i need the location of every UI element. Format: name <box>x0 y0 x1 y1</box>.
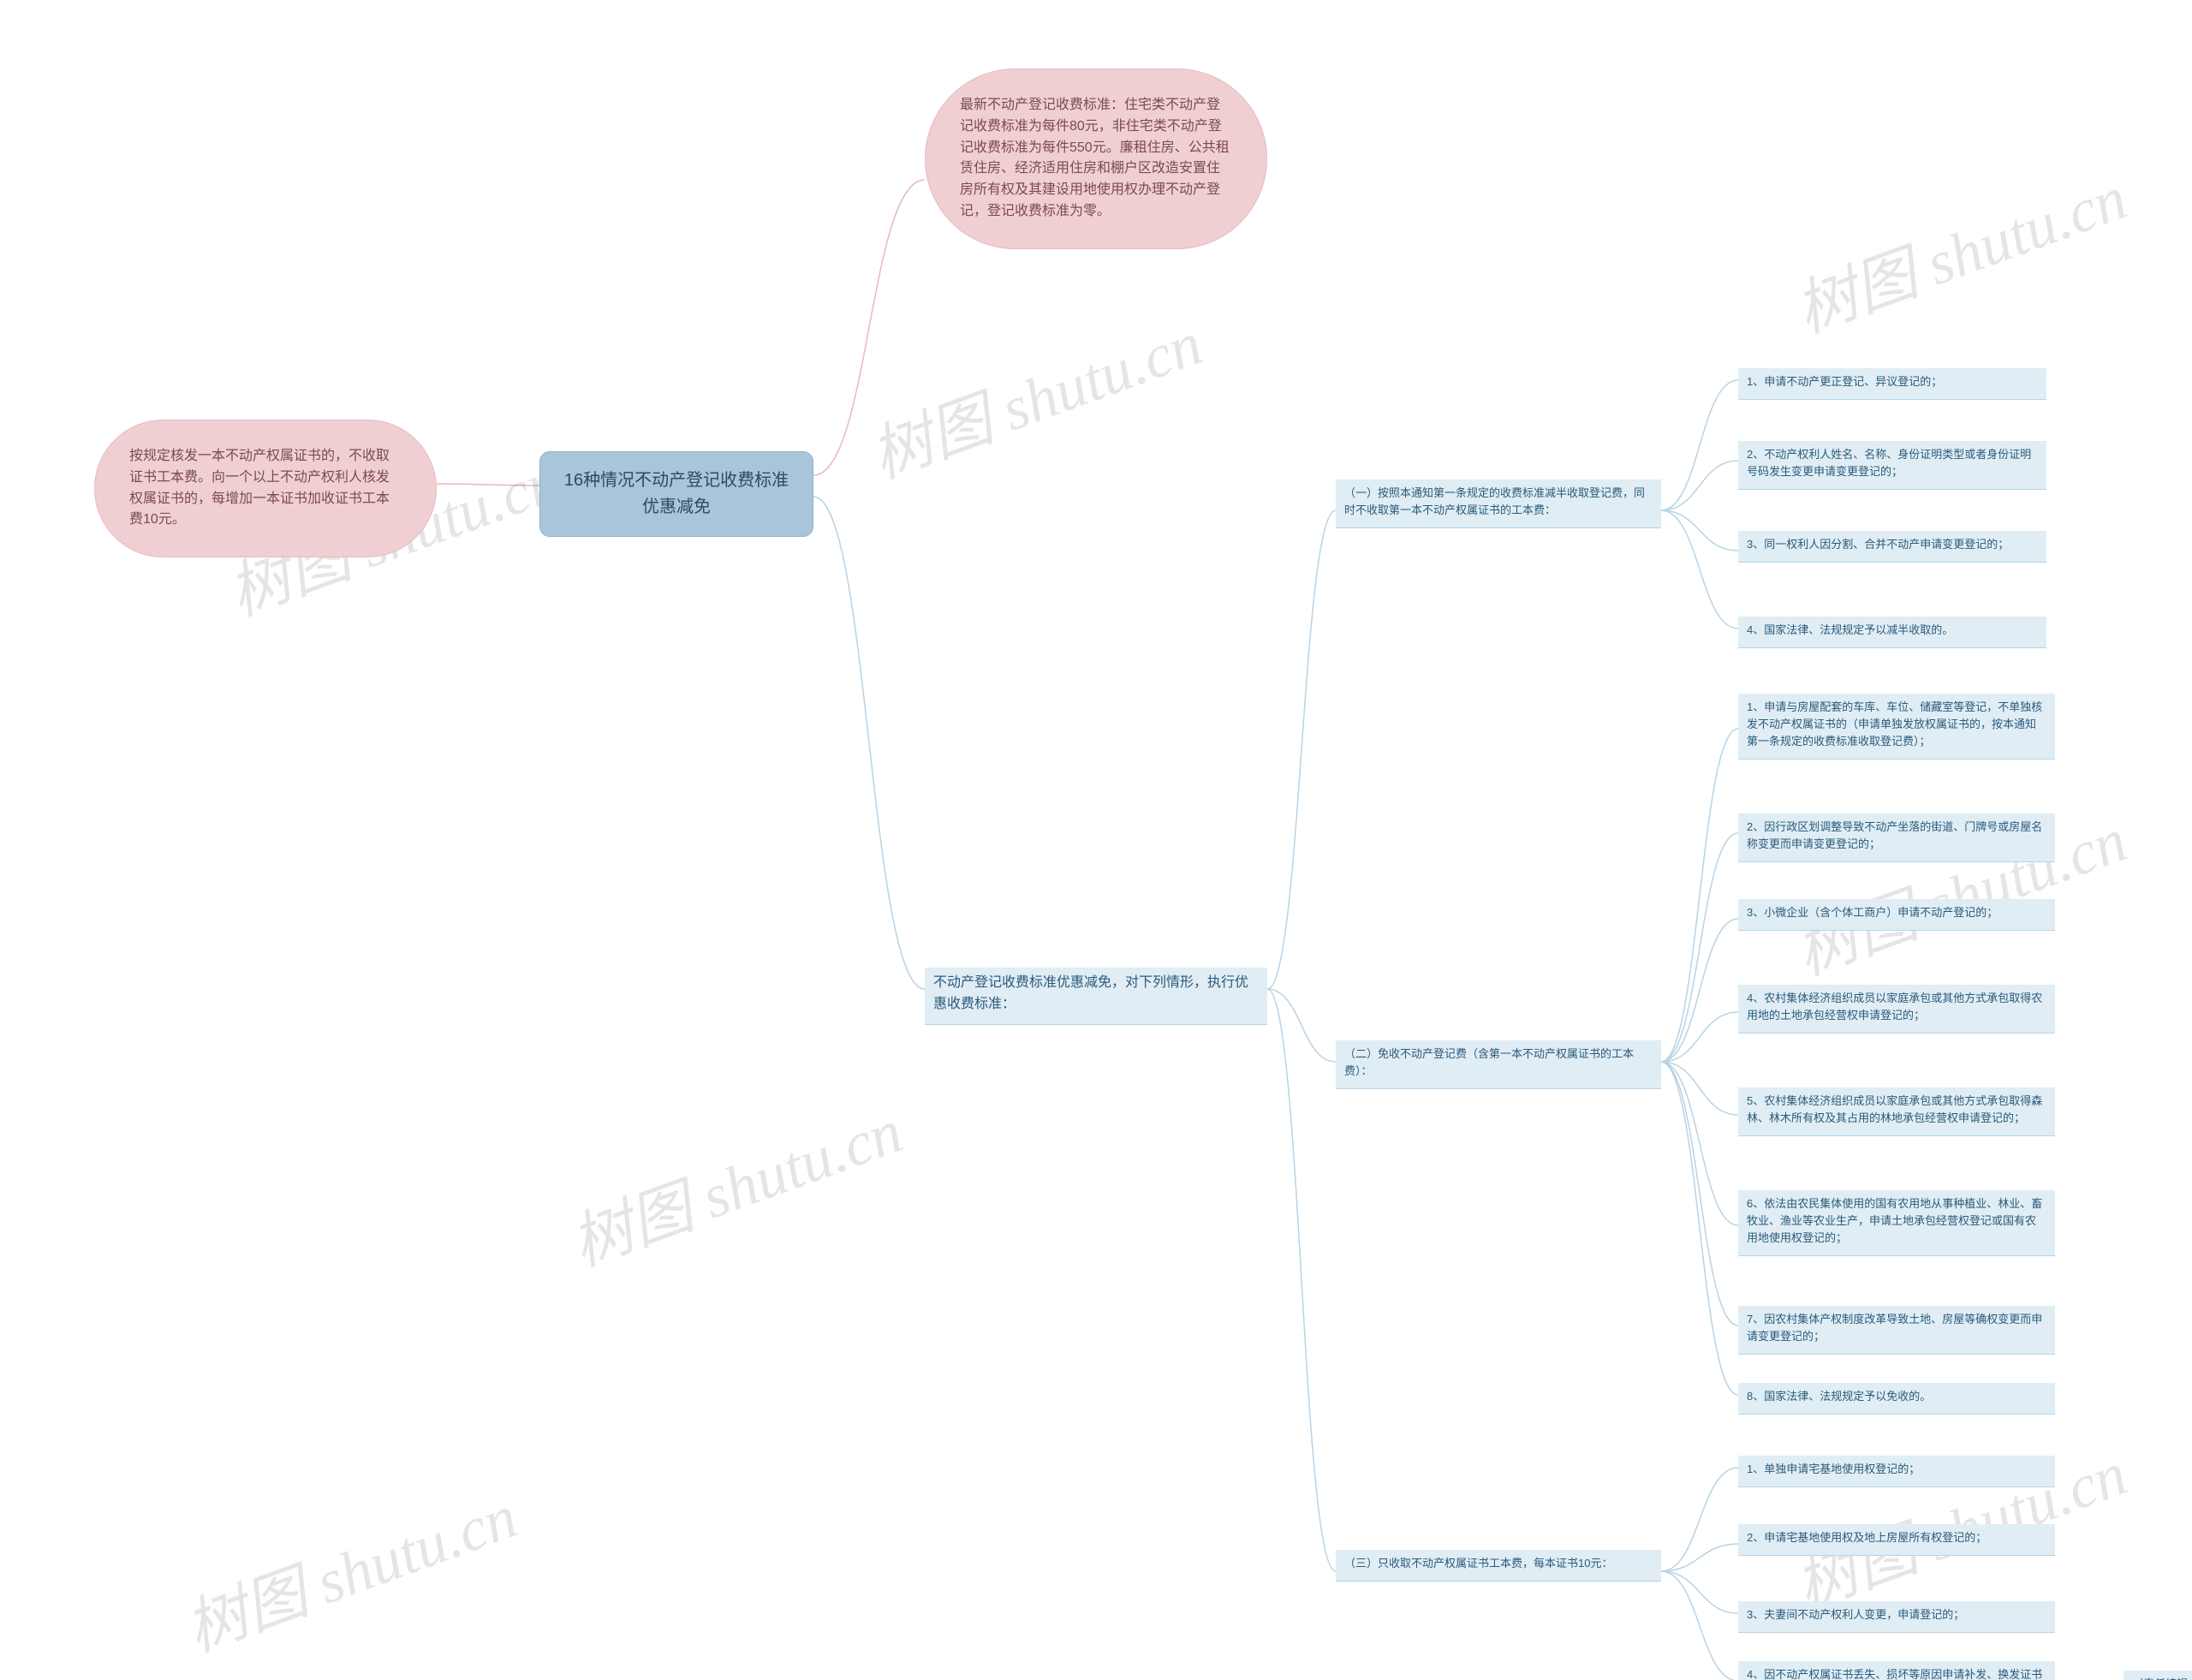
watermark: 树图 shutu.cn <box>856 293 1212 496</box>
section-node-1[interactable]: （一）按照本通知第一条规定的收费标准减半收取登记费，同时不收取第一本不动产权属证… <box>1336 480 1661 528</box>
leaf-node[interactable]: 2、因行政区划调整导致不动产坐落的街道、门牌号或房屋名称变更而申请变更登记的； <box>1738 813 2055 862</box>
section-node-3[interactable]: （三）只收取不动产权属证书工本费，每本证书10元： <box>1336 1550 1661 1582</box>
leaf-node[interactable]: 3、同一权利人因分割、合并不动产申请变更登记的； <box>1738 531 2046 563</box>
leaf-node[interactable]: 4、国家法律、法规规定予以减半收取的。 <box>1738 617 2046 648</box>
leaf-node[interactable]: 8、国家法律、法规规定予以免收的。 <box>1738 1383 2055 1415</box>
leaf-node[interactable]: 3、夫妻间不动产权利人变更，申请登记的； <box>1738 1601 2055 1633</box>
root-node[interactable]: 16种情况不动产登记收费标准优惠减免 <box>539 451 813 537</box>
watermark: 树图 shutu.cn <box>171 1466 527 1669</box>
leaf-node[interactable]: 5、农村集体经济组织成员以家庭承包或其他方式承包取得森林、林木所有权及其占用的林… <box>1738 1087 2055 1136</box>
leaf-node[interactable]: 6、依法由农民集体使用的国有农用地从事种植业、林业、畜牧业、渔业等农业生产，申请… <box>1738 1190 2055 1256</box>
leaf-node[interactable]: 3、小微企业（含个体工商户）申请不动产登记的； <box>1738 899 2055 931</box>
editor-credit-node[interactable]: （责任编辑：汤先森） <box>2124 1671 2192 1680</box>
leaf-node[interactable]: 1、单独申请宅基地使用权登记的； <box>1738 1456 2055 1487</box>
watermark: 树图 shutu.cn <box>557 1081 913 1284</box>
top-note-node[interactable]: 最新不动产登记收费标准：住宅类不动产登记收费标准为每件80元，非住宅类不动产登记… <box>925 69 1267 249</box>
leaf-node[interactable]: 2、申请宅基地使用权及地上房屋所有权登记的； <box>1738 1524 2055 1556</box>
watermark: 树图 shutu.cn <box>1781 147 2137 350</box>
left-note-node[interactable]: 按规定核发一本不动产权属证书的，不收取证书工本费。向一个以上不动产权利人核发权属… <box>94 420 437 557</box>
leaf-node[interactable]: 1、申请与房屋配套的车库、车位、储藏室等登记，不单独核发不动产权属证书的（申请单… <box>1738 694 2055 760</box>
mindmap-canvas: 树图 shutu.cn树图 shutu.cn树图 shutu.cn树图 shut… <box>0 0 2192 1680</box>
leaf-node[interactable]: 2、不动产权利人姓名、名称、身份证明类型或者身份证明号码发生变更申请变更登记的； <box>1738 441 2046 490</box>
leaf-node[interactable]: 4、农村集体经济组织成员以家庭承包或其他方式承包取得农用地的土地承包经营权申请登… <box>1738 985 2055 1034</box>
preferential-cases-node[interactable]: 不动产登记收费标准优惠减免，对下列情形，执行优惠收费标准： <box>925 968 1267 1025</box>
leaf-node[interactable]: 1、申请不动产更正登记、异议登记的； <box>1738 368 2046 400</box>
leaf-node[interactable]: 4、因不动产权属证书丢失、损坏等原因申请补发、换发证书的。 <box>1738 1661 2055 1680</box>
leaf-node[interactable]: 7、因农村集体产权制度改革导致土地、房屋等确权变更而申请变更登记的； <box>1738 1306 2055 1355</box>
section-node-2[interactable]: （二）免收不动产登记费（含第一本不动产权属证书的工本费）： <box>1336 1040 1661 1089</box>
